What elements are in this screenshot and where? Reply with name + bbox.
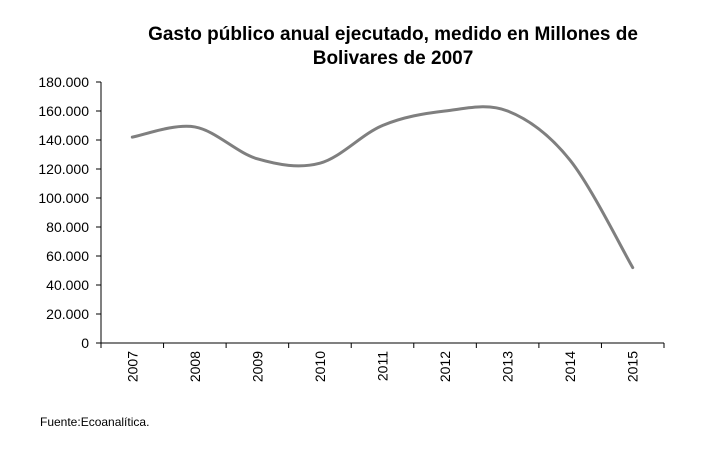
x-tick-label: 2007 xyxy=(124,351,140,382)
data-point xyxy=(256,157,259,160)
x-tick-label: 2015 xyxy=(625,351,641,382)
y-tick-label: 100.000 xyxy=(38,190,89,206)
x-axis: 2007 2008 2009 2010 2011 2012 2013 2014 2015 xyxy=(100,343,665,382)
series-line xyxy=(130,105,635,270)
y-tick-label: 60.000 xyxy=(46,248,89,264)
data-point xyxy=(131,136,134,139)
data-point xyxy=(506,110,509,113)
data-point xyxy=(193,125,196,128)
y-tick-label: 20.000 xyxy=(46,306,89,322)
x-tick-label: 2010 xyxy=(312,351,328,382)
data-point xyxy=(381,124,384,127)
x-tick-label: 2014 xyxy=(562,351,578,382)
series-layer xyxy=(130,105,635,270)
y-tick-label: 40.000 xyxy=(46,277,89,293)
x-tick-label: 2009 xyxy=(249,351,265,382)
data-point xyxy=(631,266,634,269)
y-tick-label: 0 xyxy=(81,335,89,351)
y-tick-label: 160.000 xyxy=(38,103,89,119)
source-note: Fuente:Ecoanalítica. xyxy=(40,415,149,429)
x-tick-label: 2011 xyxy=(375,351,391,381)
y-tick-label: 180.000 xyxy=(38,74,89,90)
chart-title-line-2: Bolivares de 2007 xyxy=(313,48,474,69)
y-tick-label: 140.000 xyxy=(38,132,89,148)
data-point xyxy=(569,159,572,162)
x-tick-label: 2012 xyxy=(437,351,453,382)
y-tick-label: 120.000 xyxy=(38,161,89,177)
y-tick-label: 80.000 xyxy=(46,219,89,235)
data-point xyxy=(318,162,321,165)
x-tick-label: 2013 xyxy=(500,351,516,382)
data-point xyxy=(444,110,447,113)
chart-title-line-1: Gasto público anual ejecutado, medido en… xyxy=(148,24,638,45)
y-axis: 0 20.000 40.000 60.000 80.000 100.000 120.000 1… xyxy=(38,74,101,351)
axis-lines xyxy=(100,82,664,344)
data-points xyxy=(131,110,634,270)
x-tick-label: 2008 xyxy=(187,351,203,382)
